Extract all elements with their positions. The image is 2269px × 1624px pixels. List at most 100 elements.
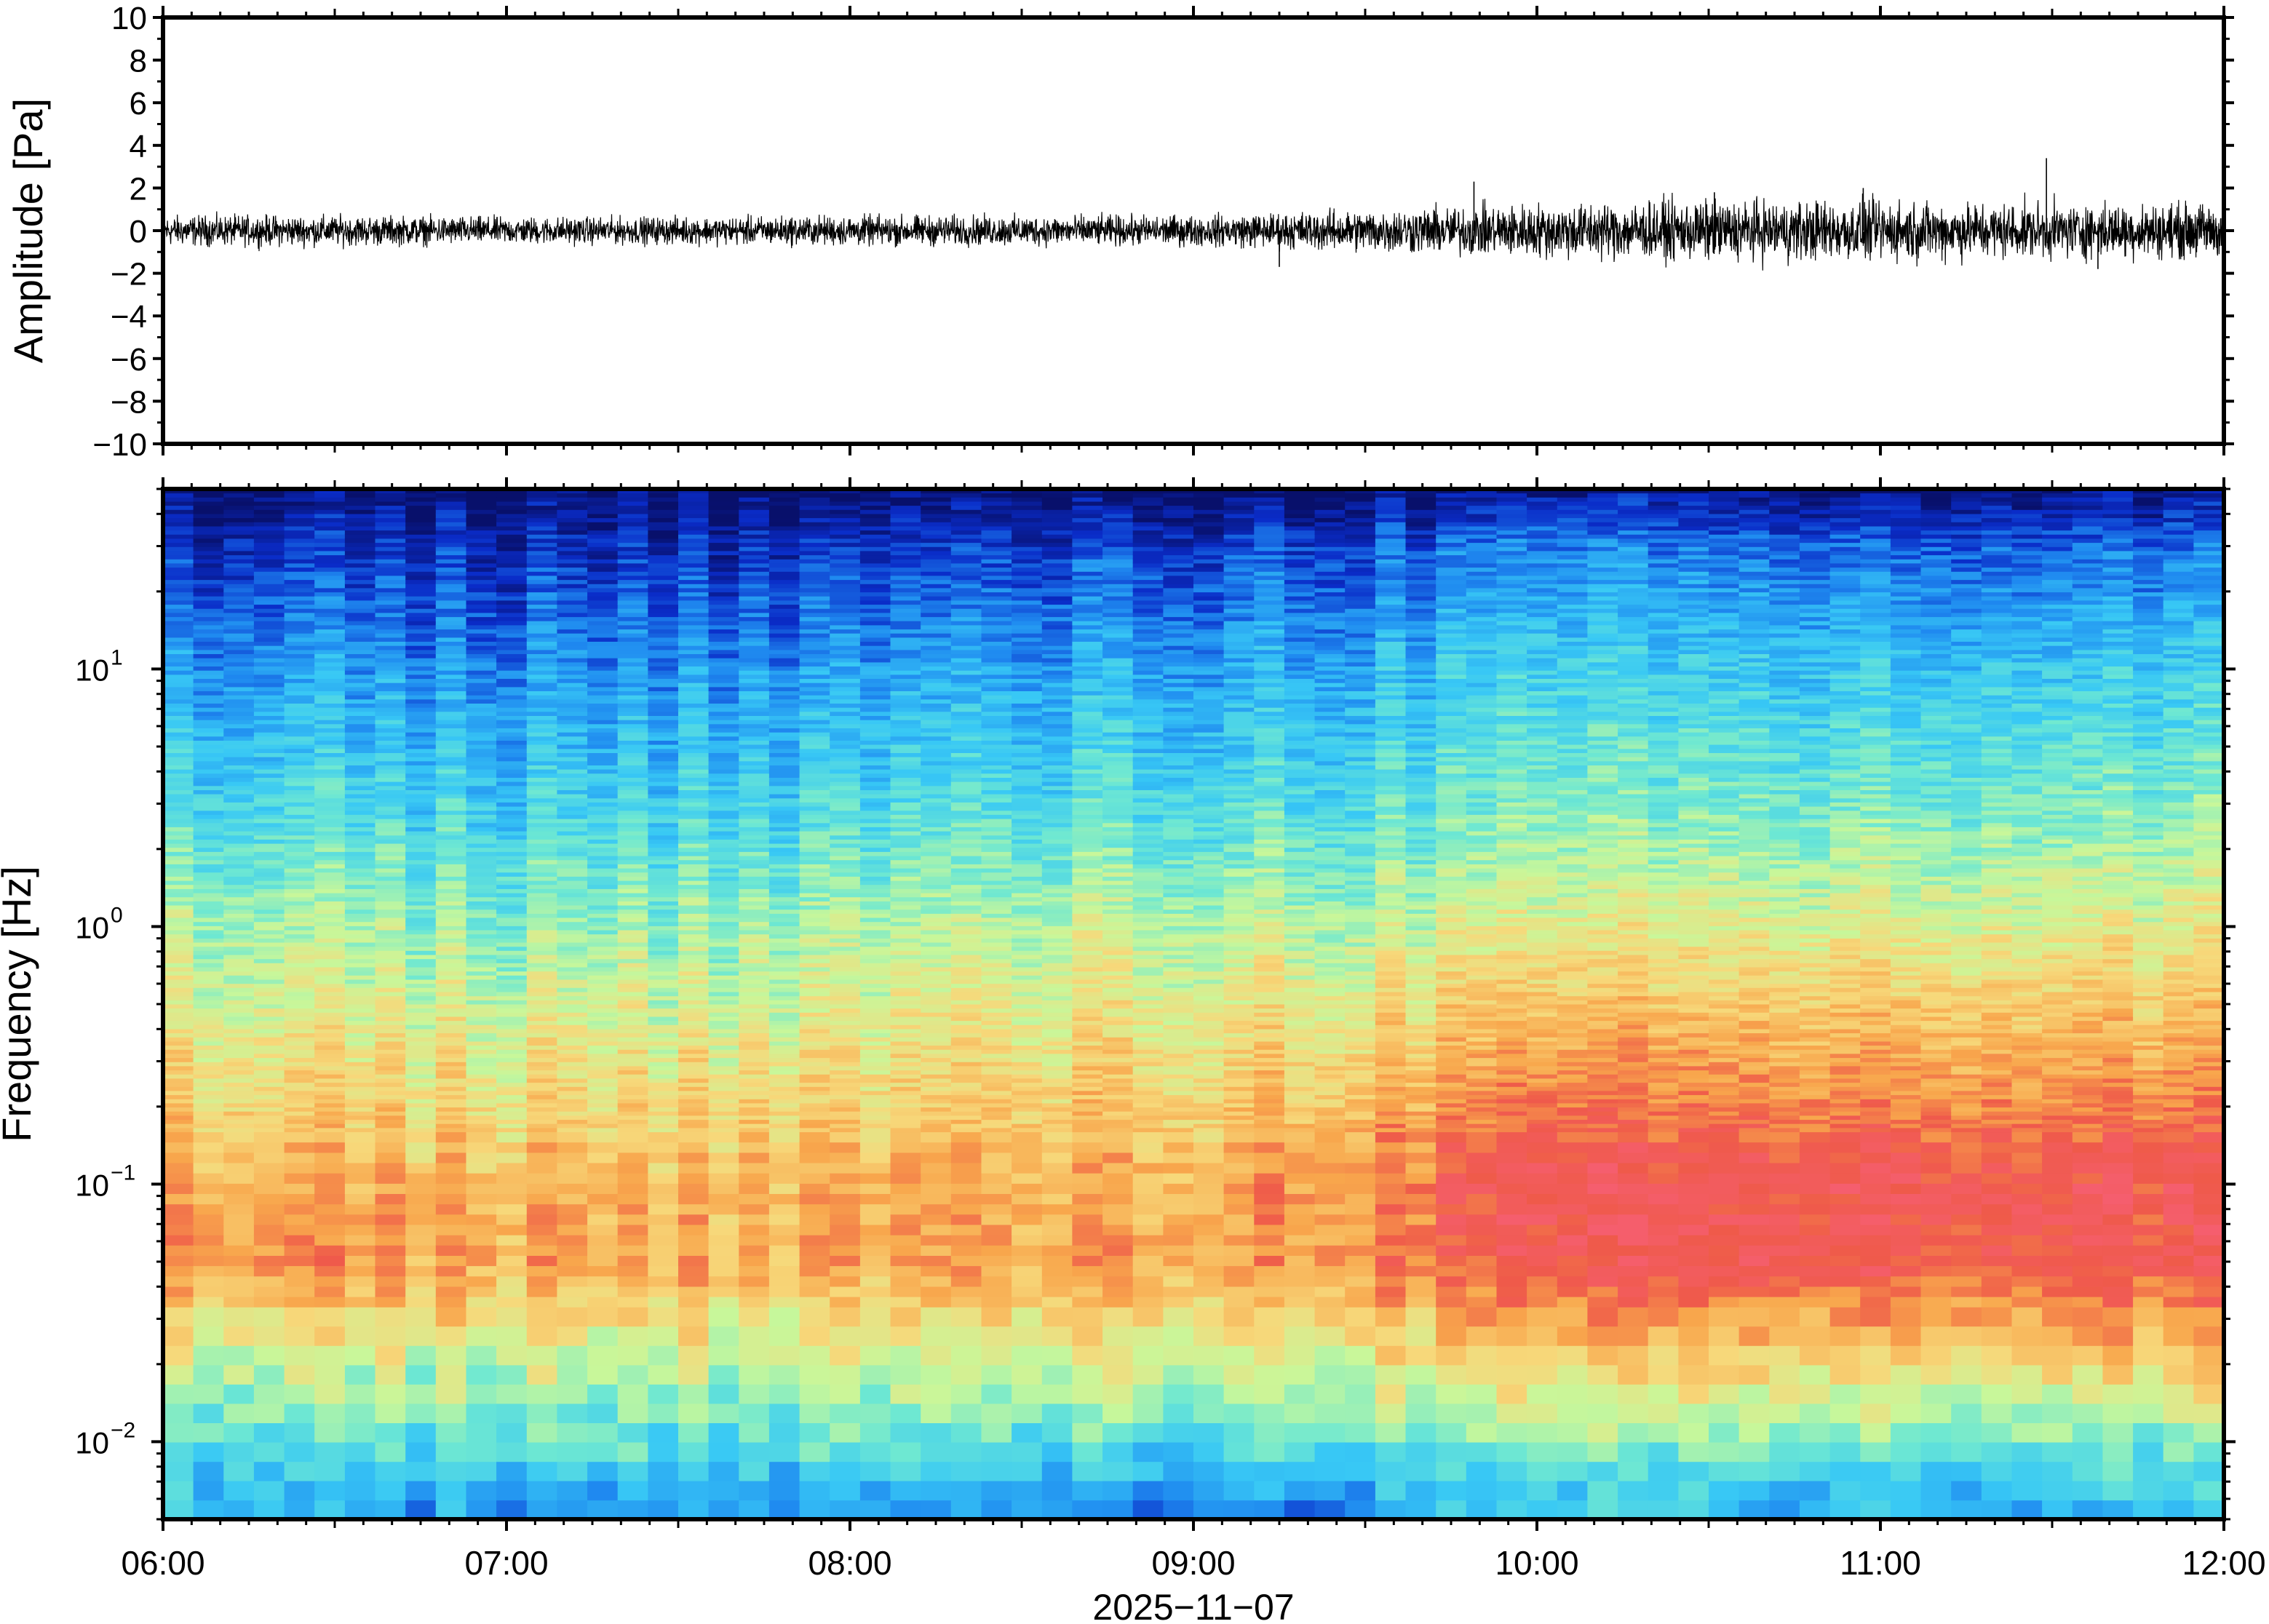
spectrogram-cell bbox=[648, 661, 679, 666]
spectrogram-cell bbox=[708, 632, 739, 638]
spectrogram-cell bbox=[830, 711, 861, 716]
spectrogram-cell bbox=[193, 892, 224, 898]
spectrogram-cell bbox=[405, 921, 437, 926]
spectrogram-cell bbox=[557, 632, 588, 638]
spectrogram-cell bbox=[859, 822, 891, 827]
spectrogram-cell bbox=[921, 736, 952, 741]
spectrogram-cell bbox=[921, 1040, 952, 1046]
spectrogram-cell bbox=[405, 913, 437, 918]
spectrogram-cell bbox=[921, 694, 952, 700]
spectrogram-cell bbox=[193, 839, 224, 844]
spectrogram-cell bbox=[496, 497, 528, 502]
spectrogram-cell bbox=[890, 966, 921, 972]
spectrogram-cell bbox=[375, 575, 406, 581]
spectrogram-cell bbox=[314, 698, 346, 704]
spectrogram-cell bbox=[648, 600, 679, 605]
spectrogram-cell bbox=[557, 530, 588, 535]
spectrogram-cell bbox=[405, 513, 437, 519]
spectrogram-cell bbox=[799, 744, 830, 749]
spectrogram-cell bbox=[708, 711, 739, 716]
spectrogram-cell bbox=[708, 1127, 739, 1133]
spectrogram-cell bbox=[859, 888, 891, 893]
spectrogram-cell bbox=[496, 587, 528, 593]
spectrogram-cell bbox=[708, 744, 739, 749]
spectrogram-cell bbox=[739, 1245, 770, 1256]
spectrogram-cell bbox=[405, 678, 437, 683]
spectrogram-cell bbox=[435, 678, 467, 683]
spectrogram-cell bbox=[435, 1082, 467, 1087]
spectrogram-cell bbox=[768, 797, 800, 803]
spectrogram-cell bbox=[344, 1070, 376, 1075]
spectrogram-cell bbox=[496, 604, 528, 609]
spectrogram-cell bbox=[253, 731, 285, 737]
spectrogram-cell bbox=[557, 966, 588, 972]
spectrogram-cell bbox=[223, 604, 255, 609]
spectrogram-cell bbox=[253, 1012, 285, 1017]
spectrogram-cell bbox=[284, 917, 315, 923]
spectrogram-cell bbox=[284, 600, 315, 605]
spectrogram-cell bbox=[284, 1003, 315, 1009]
spectrogram-cell bbox=[799, 570, 830, 576]
spectrogram-cell bbox=[648, 612, 679, 618]
spectrogram-cell bbox=[921, 1073, 952, 1079]
spectrogram-cell bbox=[799, 748, 830, 753]
spectrogram-cell bbox=[830, 1078, 861, 1083]
spectrogram-cell bbox=[163, 513, 194, 519]
spectrogram-cell bbox=[314, 1265, 346, 1277]
spectrogram-cell bbox=[405, 942, 437, 947]
spectrogram-cell bbox=[193, 942, 224, 947]
spectrogram-cell bbox=[830, 1306, 861, 1327]
spectrogram-cell bbox=[163, 1008, 194, 1013]
spectrogram-cell bbox=[496, 1008, 528, 1013]
spectrogram-cell bbox=[739, 921, 770, 926]
spectrogram-cell bbox=[466, 752, 497, 757]
spectrogram-cell bbox=[496, 1090, 528, 1096]
spectrogram-cell bbox=[344, 987, 376, 992]
spectrogram-cell bbox=[739, 489, 770, 494]
spectrogram-cell bbox=[314, 827, 346, 832]
spectrogram-cell bbox=[768, 789, 800, 795]
spectrogram-cell bbox=[799, 674, 830, 679]
spectrogram-cell bbox=[223, 661, 255, 666]
spectrogram-cell bbox=[405, 855, 437, 861]
spectrogram-cell bbox=[314, 562, 346, 568]
spectrogram-cell bbox=[193, 703, 224, 708]
spectrogram-cell bbox=[344, 698, 376, 704]
spectrogram-cell bbox=[375, 604, 406, 609]
spectrogram-cell bbox=[405, 950, 437, 955]
spectrogram-cell bbox=[859, 731, 891, 737]
spectrogram-cell bbox=[890, 1224, 921, 1235]
spectrogram-cell bbox=[435, 505, 467, 510]
spectrogram-cell bbox=[223, 966, 255, 972]
spectrogram-cell bbox=[708, 859, 739, 864]
spectrogram-cell bbox=[678, 855, 710, 861]
spectrogram-cell bbox=[648, 517, 679, 522]
spectrogram-cell bbox=[284, 538, 315, 544]
spectrogram-cell bbox=[768, 1119, 800, 1124]
spectrogram-cell bbox=[284, 1214, 315, 1225]
spectrogram-cell bbox=[375, 892, 406, 898]
spectrogram-cell bbox=[314, 929, 346, 935]
spectrogram-cell bbox=[314, 661, 346, 666]
spectrogram-cell bbox=[648, 1265, 679, 1277]
spectrogram-cell bbox=[678, 1037, 710, 1042]
spectrogram-cell bbox=[587, 1245, 619, 1256]
spectrogram-cell bbox=[799, 752, 830, 757]
spectrogram-cell bbox=[648, 748, 679, 753]
spectrogram-cell bbox=[314, 570, 346, 576]
spectrogram-cell bbox=[526, 1020, 558, 1025]
spectrogram-cell bbox=[284, 744, 315, 749]
spectrogram-cell bbox=[890, 600, 921, 605]
spectrogram-cell bbox=[496, 867, 528, 873]
spectrogram-cell bbox=[193, 1037, 224, 1042]
spectrogram-cell bbox=[193, 1152, 224, 1163]
spectrogram-cell bbox=[496, 926, 528, 931]
spectrogram-cell bbox=[830, 706, 861, 712]
spectrogram-cell bbox=[344, 785, 376, 790]
spectrogram-cell bbox=[163, 608, 194, 613]
spectrogram-cell bbox=[253, 1245, 285, 1256]
spectrogram-cell bbox=[253, 867, 285, 873]
spectrogram-cell bbox=[344, 888, 376, 893]
spectrogram-cell bbox=[830, 1045, 861, 1050]
spectrogram-cell bbox=[921, 1131, 952, 1143]
